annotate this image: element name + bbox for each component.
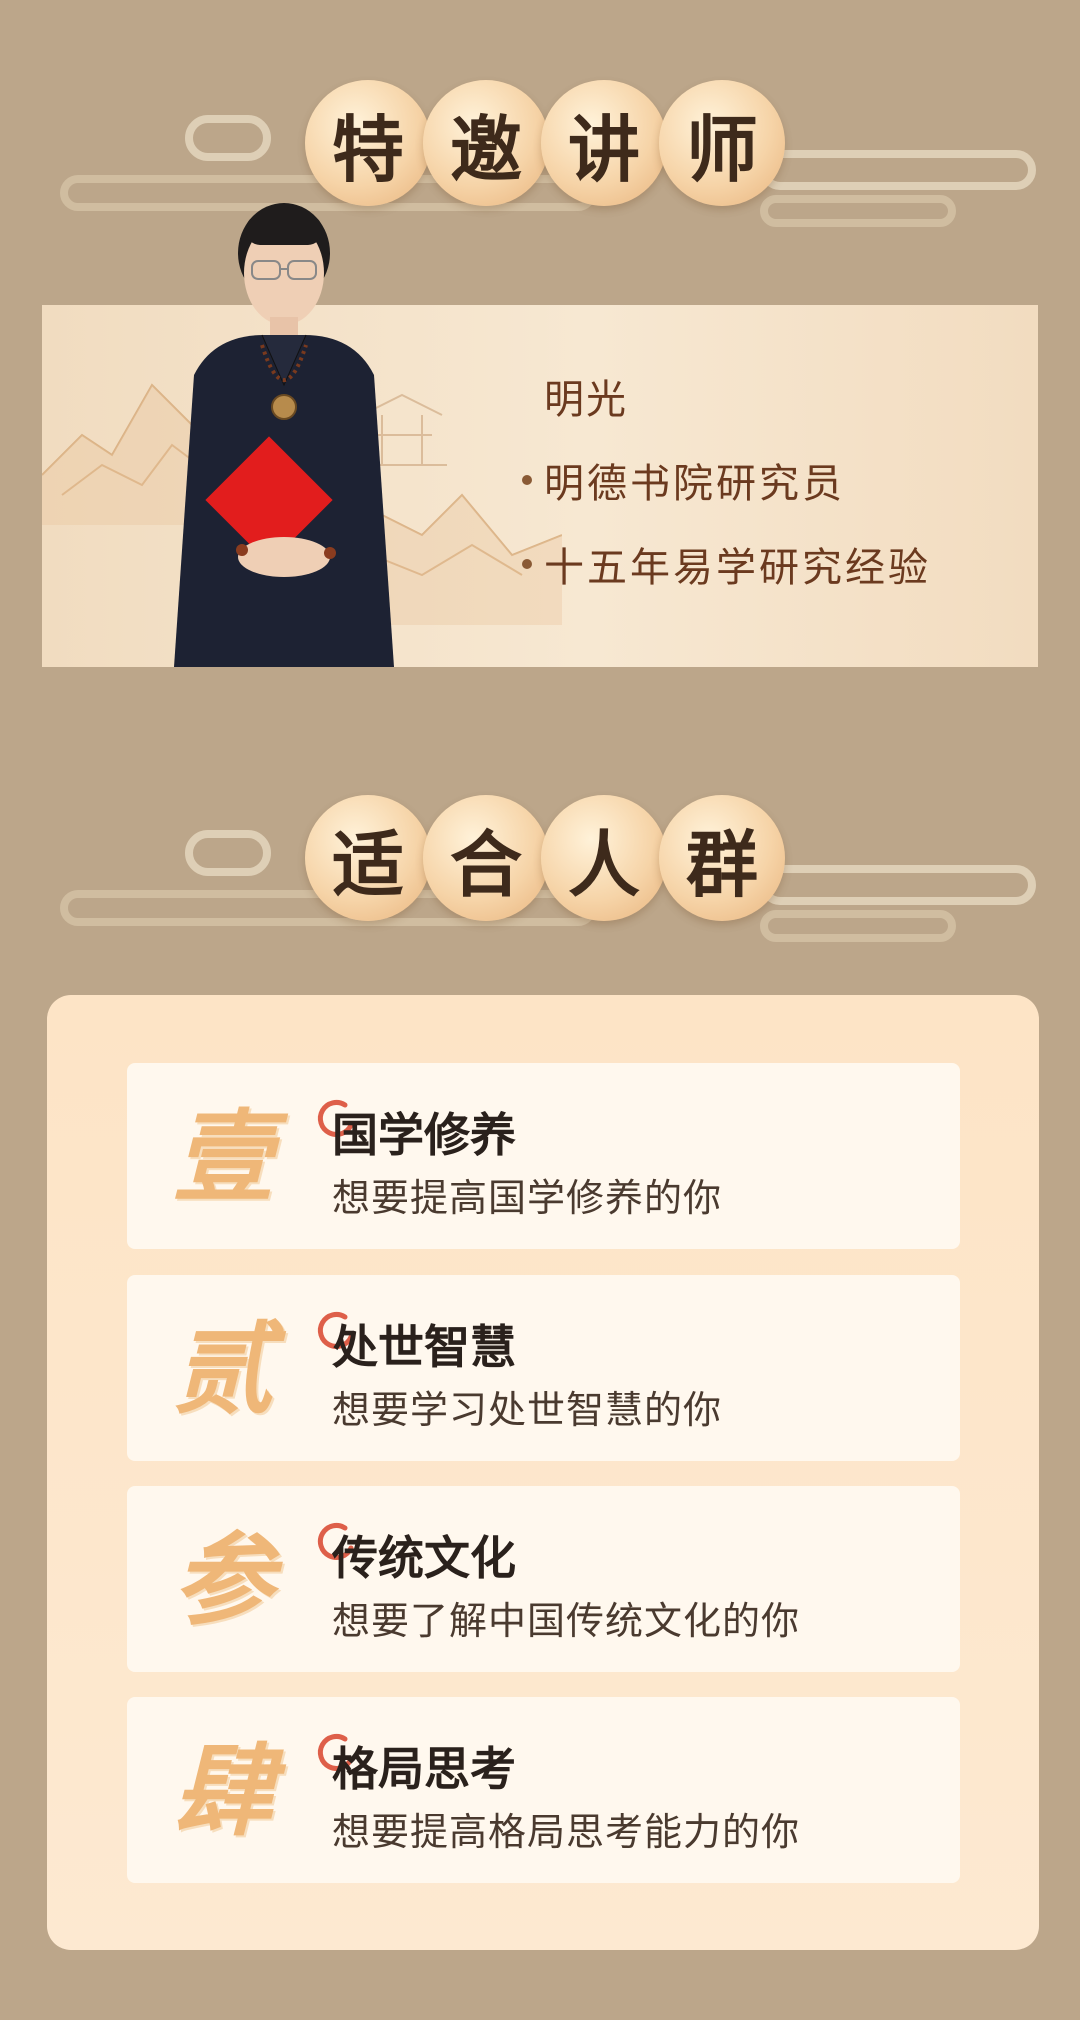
lecturer-section-header: 特 邀 讲 师 xyxy=(0,60,1080,240)
item-numeral: 贰 xyxy=(173,1310,273,1428)
item-title: 国学修养 xyxy=(332,1108,516,1162)
title-char: 群 xyxy=(659,795,785,921)
title-char: 合 xyxy=(423,795,549,921)
bullet-dot xyxy=(522,559,532,569)
item-title: 传统文化 xyxy=(332,1531,516,1585)
audience-panel: 壹 国学修养 想要提高国学修养的你 贰 处世智慧 想要学习处世智慧的你 参 传统… xyxy=(47,995,1039,1950)
title-char: 师 xyxy=(659,80,785,206)
lecturer-bullet-text: 明德书院研究员 xyxy=(544,461,845,507)
item-desc: 想要学习处世智慧的你 xyxy=(332,1388,723,1432)
red-swirl-icon xyxy=(317,1100,354,1137)
section-title: 适 合 人 群 xyxy=(305,795,785,921)
audience-item: 肆 格局思考 想要提高格局思考能力的你 xyxy=(127,1697,960,1883)
audience-section-header: 适 合 人 群 xyxy=(0,775,1080,955)
audience-item: 参 传统文化 想要了解中国传统文化的你 xyxy=(127,1486,960,1672)
title-char: 讲 xyxy=(541,80,667,206)
item-numeral: 参 xyxy=(173,1521,273,1639)
lecturer-portrait xyxy=(174,203,394,667)
item-title: 处世智慧 xyxy=(332,1320,516,1374)
item-title: 格局思考 xyxy=(332,1742,516,1796)
cloud-decoration xyxy=(760,865,1036,905)
cloud-decoration xyxy=(760,195,956,227)
item-desc: 想要了解中国传统文化的你 xyxy=(332,1599,801,1643)
section-title: 特 邀 讲 师 xyxy=(305,80,785,206)
red-swirl-icon xyxy=(317,1523,354,1560)
title-char: 适 xyxy=(305,795,431,921)
item-desc: 想要提高格局思考能力的你 xyxy=(332,1810,801,1854)
lecturer-card: 明光 明德书院研究员 十五年易学研究经验 xyxy=(42,203,1038,667)
cloud-decoration xyxy=(760,150,1036,190)
lecturer-bullet-text: 十五年易学研究经验 xyxy=(544,545,931,591)
lecturer-bullet: 十五年易学研究经验 xyxy=(482,535,931,593)
cloud-decoration xyxy=(185,115,271,161)
lecturer-info: 明光 明德书院研究员 十五年易学研究经验 xyxy=(482,367,931,593)
title-char: 人 xyxy=(541,795,667,921)
item-numeral: 壹 xyxy=(173,1098,273,1216)
title-char: 邀 xyxy=(423,80,549,206)
lecturer-name: 明光 xyxy=(544,377,628,423)
cloud-decoration xyxy=(185,830,271,876)
red-swirl-icon xyxy=(317,1734,354,1771)
audience-item: 贰 处世智慧 想要学习处世智慧的你 xyxy=(127,1275,960,1461)
cloud-decoration xyxy=(760,910,956,942)
title-char: 特 xyxy=(305,80,431,206)
item-numeral: 肆 xyxy=(173,1732,273,1850)
lecturer-bullet: 明德书院研究员 xyxy=(482,451,931,509)
bullet-dot xyxy=(522,475,532,485)
audience-item: 壹 国学修养 想要提高国学修养的你 xyxy=(127,1063,960,1249)
red-swirl-icon xyxy=(317,1312,354,1349)
item-desc: 想要提高国学修养的你 xyxy=(332,1176,723,1220)
